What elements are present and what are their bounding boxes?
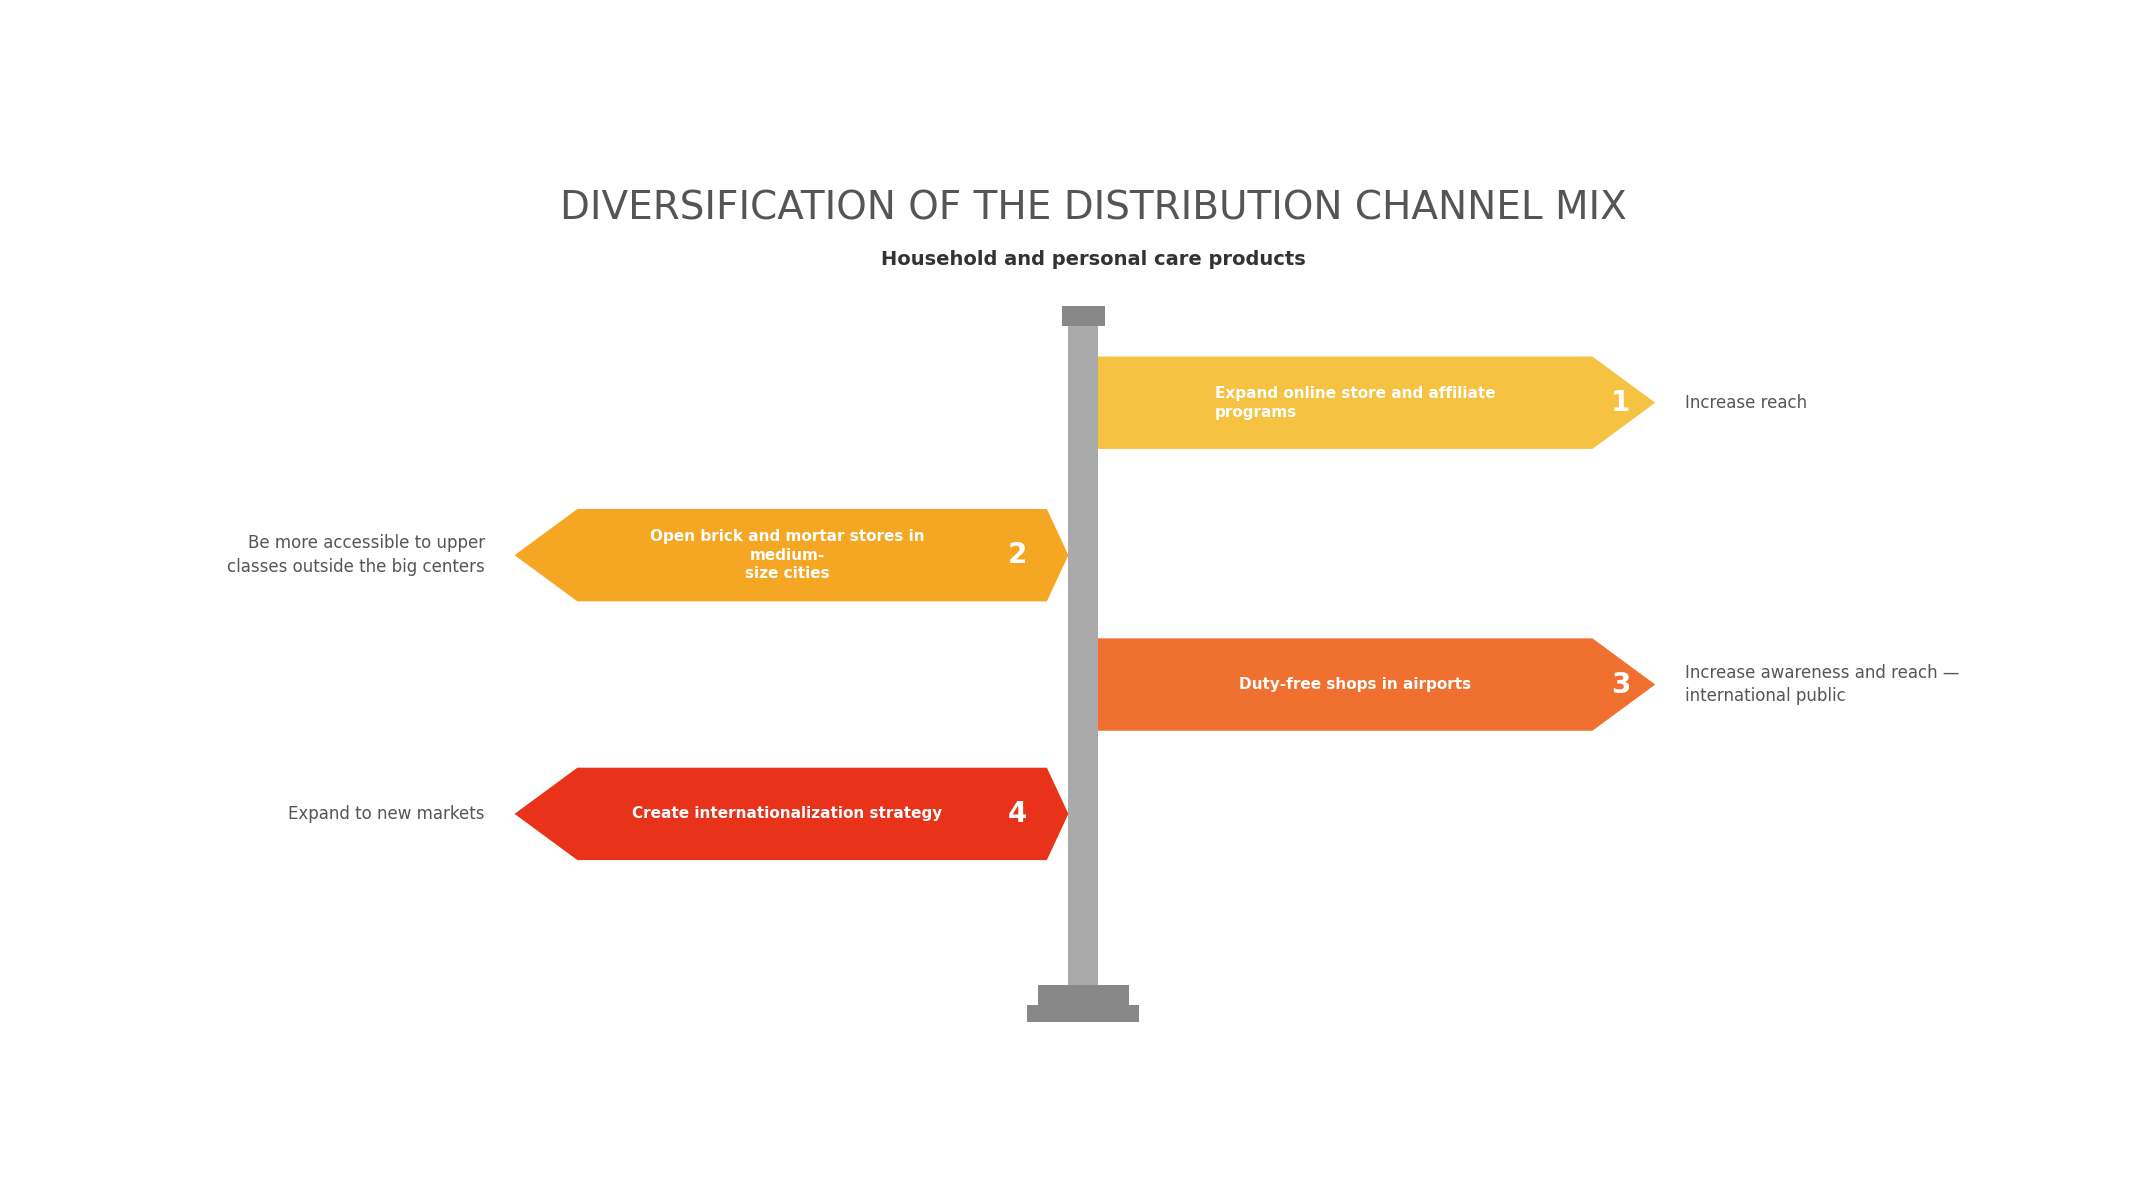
Bar	[1028, 1006, 1139, 1022]
Polygon shape	[514, 768, 1069, 860]
Text: Be more accessible to upper
classes outside the big centers: Be more accessible to upper classes outs…	[226, 534, 484, 576]
Text: DIVERSIFICATION OF THE DISTRIBUTION CHANNEL MIX: DIVERSIFICATION OF THE DISTRIBUTION CHAN…	[559, 190, 1627, 228]
Bar	[1062, 306, 1105, 326]
Bar	[1039, 985, 1128, 1006]
Text: Expand online store and affiliate
programs: Expand online store and affiliate progra…	[1216, 386, 1495, 420]
Polygon shape	[1069, 356, 1655, 449]
Text: Create internationalization strategy: Create internationalization strategy	[631, 806, 943, 821]
Text: 4: 4	[1007, 800, 1026, 828]
Text: 2: 2	[1007, 541, 1026, 569]
Polygon shape	[514, 509, 1069, 601]
Text: 1: 1	[1610, 389, 1630, 416]
Text: Increase awareness and reach —
international public: Increase awareness and reach — internati…	[1685, 664, 1960, 706]
Text: Expand to new markets: Expand to new markets	[288, 805, 484, 823]
Text: Open brick and mortar stores in
medium-
size cities: Open brick and mortar stores in medium- …	[651, 529, 926, 581]
Bar	[1069, 306, 1098, 985]
Polygon shape	[1069, 638, 1655, 731]
Text: Duty-free shops in airports: Duty-free shops in airports	[1239, 677, 1472, 692]
Text: Household and personal care products: Household and personal care products	[881, 250, 1305, 269]
Text: Increase reach: Increase reach	[1685, 394, 1807, 412]
Text: 3: 3	[1610, 671, 1630, 698]
